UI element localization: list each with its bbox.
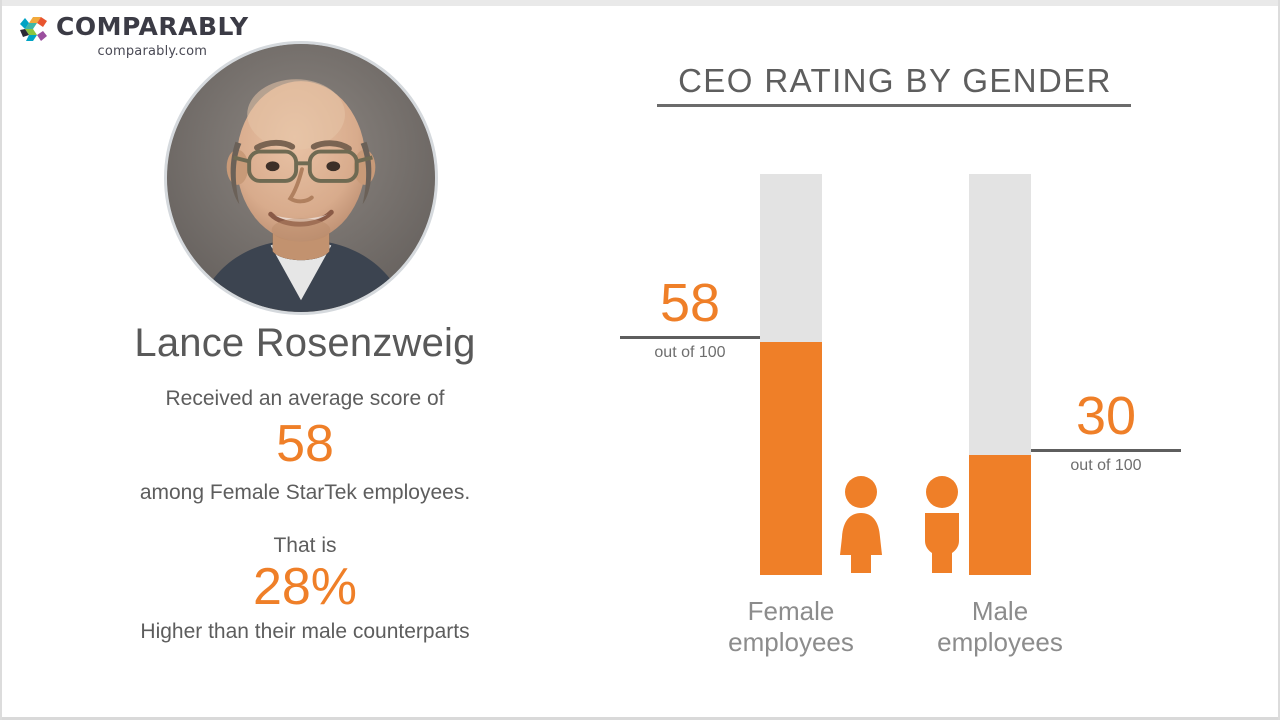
chart-title-divider	[657, 104, 1131, 107]
callout-unit-female: out of 100	[654, 344, 726, 361]
category-label-female-line1: Female	[747, 596, 835, 626]
male-pictogram-icon	[919, 475, 965, 573]
avatar	[164, 41, 438, 315]
bar-fill-male	[969, 455, 1031, 575]
comparison-context-text: Higher than their male counterparts	[140, 619, 470, 643]
frame-edge-right	[1278, 0, 1280, 720]
ceo-headshot-avatar	[167, 44, 435, 312]
callout-rule-male	[1031, 449, 1181, 452]
callout-female: 58 out of 100	[620, 276, 760, 362]
frame-edge-top	[0, 0, 1280, 6]
brand-logo[interactable]: COMPARABLY comparably.com	[18, 14, 249, 59]
category-label-male: Male employees	[890, 596, 1110, 657]
comparison-value: 28%	[252, 558, 358, 617]
callout-value-male: 30	[1075, 386, 1137, 446]
comparably-pinwheel-logo-icon	[18, 16, 48, 44]
comparison-intro-text: That is	[273, 533, 337, 557]
brand-name: COMPARABLY	[56, 12, 249, 41]
score-context-text: among Female StarTek employees.	[139, 480, 471, 504]
frame-edge-bottom	[0, 717, 1280, 720]
category-label-male-line2: employees	[937, 626, 1063, 657]
brand-url: comparably.com	[97, 44, 208, 59]
callout-value-female: 58	[659, 273, 721, 333]
callout-rule-female	[620, 336, 760, 339]
category-label-female-line2: employees	[728, 626, 854, 657]
score-intro-text: Received an average score of	[165, 387, 445, 410]
page-title: Lance Rosenzweig	[134, 321, 476, 365]
brand-text: COMPARABLY comparably.com	[56, 14, 249, 59]
callout-unit-male: out of 100	[1070, 457, 1142, 474]
score-value: 58	[276, 415, 334, 474]
frame-edge-left	[0, 0, 2, 720]
category-label-male-line1: Male	[971, 596, 1029, 626]
profile-summary: Lance Rosenzweig Received an average sco…	[20, 322, 590, 644]
callout-male: 30 out of 100	[1031, 389, 1181, 475]
chart-title: CEO RATING BY GENDER	[678, 62, 1112, 99]
bar-fill-female	[760, 342, 822, 575]
female-pictogram-icon	[838, 475, 884, 573]
category-label-female: Female employees	[681, 596, 901, 657]
